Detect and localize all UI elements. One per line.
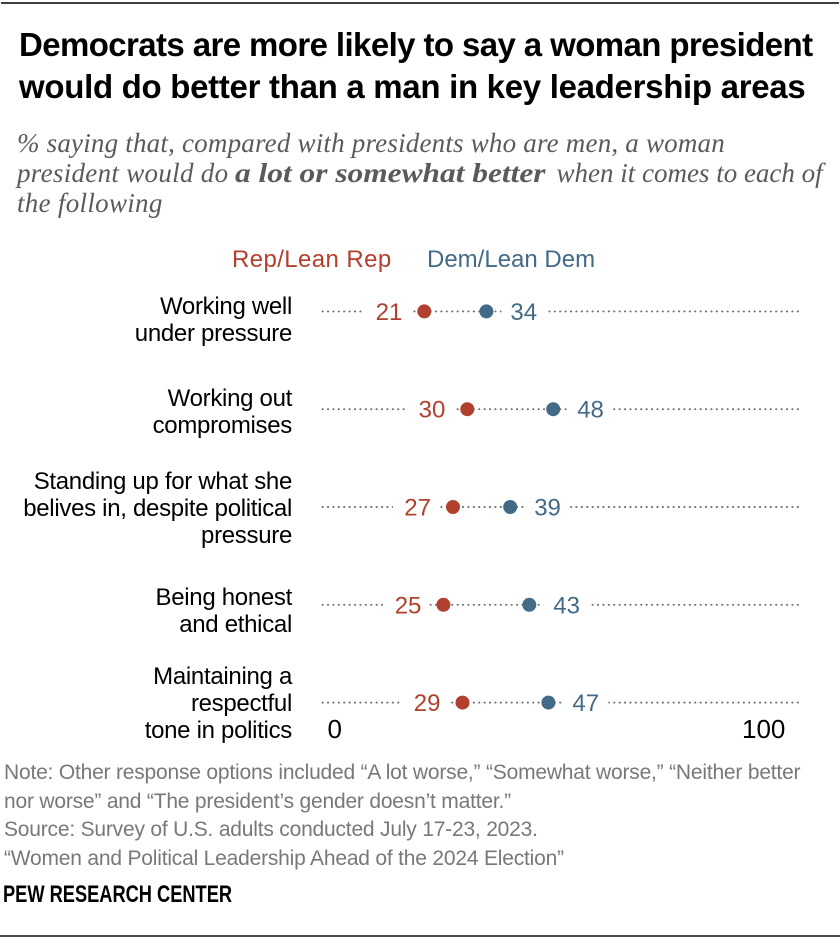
svg-text:0: 0 [328, 714, 342, 744]
svg-text:29: 29 [414, 690, 441, 717]
svg-text:100: 100 [742, 714, 785, 744]
svg-text:48: 48 [577, 397, 604, 424]
svg-text:39: 39 [534, 495, 561, 522]
svg-text:47: 47 [572, 690, 599, 717]
svg-text:25: 25 [395, 592, 422, 619]
svg-text:43: 43 [553, 592, 580, 619]
svg-text:27: 27 [404, 495, 431, 522]
svg-text:34: 34 [510, 299, 537, 326]
svg-text:30: 30 [419, 397, 446, 424]
svg-text:21: 21 [376, 299, 403, 326]
